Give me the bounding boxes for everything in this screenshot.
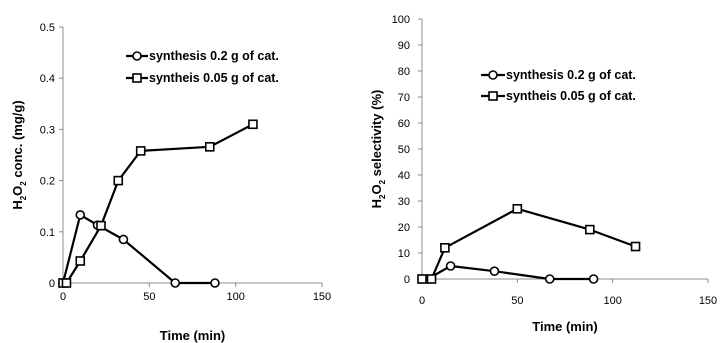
data-point (113, 175, 124, 186)
series-2 (58, 119, 258, 288)
y-label-sub: 2 (19, 181, 28, 186)
y-label-rest: conc. (mg/g) (10, 100, 25, 181)
legend-entry: synthesis 0.2 g of cat. (126, 49, 279, 63)
chart-2: 0 10 20 30 40 50 60 70 80 90 100 0 50 100 150 Time (min… (369, 14, 717, 334)
y-tick-label: 100 (392, 14, 410, 26)
data-point (204, 142, 215, 152)
data-point (445, 261, 456, 271)
y-tick-label: 50 (398, 144, 410, 156)
series-line (61, 213, 215, 285)
data-point (96, 220, 106, 231)
legend-label: syntheis 0.05 g of cat. (506, 89, 636, 103)
data-point (588, 274, 599, 284)
data-point (75, 210, 86, 220)
series-2 (417, 204, 641, 284)
x-tick-label: 50 (511, 295, 523, 307)
y-tick-label: 0 (49, 278, 55, 290)
x-tick-label: 150 (699, 295, 717, 307)
legend-marker (132, 51, 142, 61)
y-label-o: O (10, 186, 25, 196)
y-label-h: H (10, 200, 25, 209)
data-point (417, 274, 427, 284)
data-point (426, 274, 437, 284)
y-tick-label: 60 (398, 118, 410, 130)
y-tick-label: 0.5 (40, 22, 55, 34)
y-axis-label: H2O2 conc. (mg/g) (10, 100, 28, 209)
data-point (248, 119, 258, 130)
legend-label: syntheis 0.05 g of cat. (149, 71, 279, 85)
data-point (489, 266, 500, 277)
data-point (135, 146, 146, 156)
x-axis-label: Time (min) (532, 319, 598, 334)
y-tick-label: 70 (398, 92, 410, 104)
y-tick-label: 90 (398, 40, 410, 52)
legend-label: synthesis 0.2 g of cat. (149, 49, 279, 63)
y-label-o: O (369, 184, 384, 194)
series-1 (58, 210, 220, 288)
y-tick-label: 30 (398, 196, 410, 208)
y-label-sub: 2 (19, 195, 28, 200)
legend-entry: syntheis 0.05 g of cat. (126, 71, 279, 85)
x-tick-label: 50 (143, 291, 155, 303)
chart-1: 0 0.1 0.2 0.3 0.4 0.5 0 50 100 150 Time (min) H2O2 … (10, 22, 331, 343)
y-tick-label: 0.3 (40, 124, 55, 136)
x-tick-label: 0 (419, 295, 425, 307)
y-label-rest: selectivity (%) (369, 90, 384, 180)
x-axis-label: Time (min) (160, 328, 226, 343)
y-tick-label: 0.4 (40, 73, 55, 85)
series-1 (417, 261, 599, 284)
legend-label: synthesis 0.2 g of cat. (506, 68, 636, 82)
legend-marker (132, 73, 142, 83)
y-axis-label: H2O2 selectivity (%) (369, 90, 387, 209)
x-tick-label: 150 (313, 291, 331, 303)
data-point (630, 241, 641, 252)
y-label-sub: 2 (378, 194, 387, 199)
data-point (512, 204, 523, 214)
y-label-h: H (369, 199, 384, 208)
legend-marker (488, 70, 498, 80)
y-tick-label: 80 (398, 66, 410, 78)
data-point (440, 243, 450, 253)
data-point (75, 256, 86, 266)
series-line (63, 123, 254, 285)
x-tick-label: 0 (60, 291, 66, 303)
y-label-sub: 2 (378, 179, 387, 184)
y-tick-label: 0 (404, 274, 410, 286)
data-point (61, 278, 72, 288)
data-point (544, 274, 555, 284)
data-point (170, 278, 181, 288)
data-point (584, 224, 595, 235)
y-tick-label: 0.1 (40, 227, 55, 239)
legend-marker (488, 91, 498, 101)
legend-entry: syntheis 0.05 g of cat. (481, 89, 636, 103)
y-tick-label: 20 (398, 222, 410, 234)
y-tick-label: 40 (398, 170, 410, 182)
y-tick-label: 10 (398, 248, 410, 260)
legend-entry: synthesis 0.2 g of cat. (481, 68, 636, 82)
data-point (118, 234, 129, 245)
x-tick-label: 100 (603, 295, 621, 307)
y-tick-label: 0.2 (40, 176, 55, 188)
x-tick-label: 100 (226, 291, 244, 303)
data-point (210, 278, 220, 288)
